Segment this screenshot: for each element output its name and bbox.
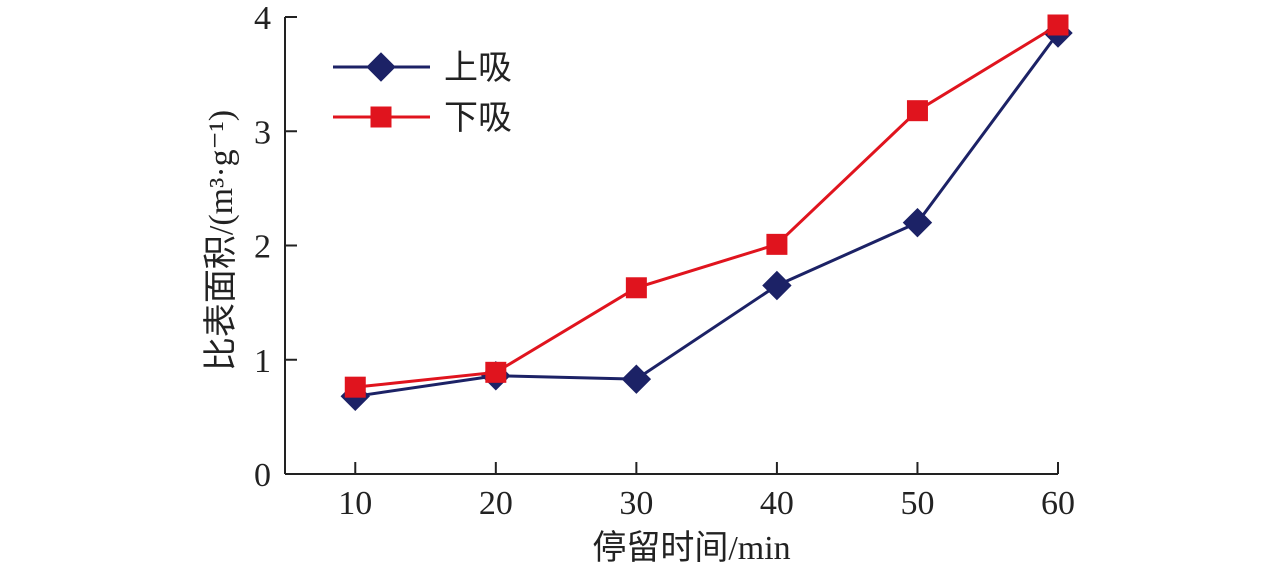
data-point: [625, 277, 647, 299]
y-tick-label: 3: [254, 114, 271, 151]
y-tick-label: 4: [254, 0, 271, 37]
x-tick-label: 10: [338, 485, 372, 522]
series-line: [355, 32, 1060, 398]
x-tick-label: 60: [1041, 485, 1075, 522]
data-point: [762, 270, 792, 301]
y-tick-label: 0: [254, 457, 271, 494]
series-line: [355, 23, 1059, 389]
data-point: [344, 376, 366, 398]
series-layer: [340, 14, 1073, 412]
x-tick-label: 40: [760, 485, 794, 522]
x-tick-label: 20: [479, 485, 513, 522]
x-tick-label: 30: [619, 485, 653, 522]
legend-label: 下吸: [444, 100, 512, 137]
legend-item: 上吸: [333, 50, 512, 87]
legend-label: 上吸: [444, 50, 512, 87]
data-point: [902, 207, 933, 238]
y-axis-title: 比表面积/(m³·g⁻¹): [202, 110, 240, 371]
x-axis-title: 停留时间/min: [592, 529, 790, 567]
axes: 0 1 2 3 4 10 20 30 40 50 60 停留时间/min 比表面积/(m³·g⁻¹): [202, 0, 1075, 567]
y-tick-label: 1: [254, 343, 271, 380]
data-point: [1047, 14, 1069, 36]
data-point: [485, 361, 507, 383]
legend-marker: [370, 106, 392, 128]
series-2: [344, 14, 1069, 398]
legend-item: 下吸: [333, 100, 512, 137]
y-tick-label: 2: [254, 229, 271, 266]
data-point: [766, 233, 788, 255]
data-point: [906, 100, 928, 122]
legend-marker: [366, 52, 396, 82]
x-tick-label: 50: [900, 485, 934, 522]
data-point: [621, 364, 652, 394]
